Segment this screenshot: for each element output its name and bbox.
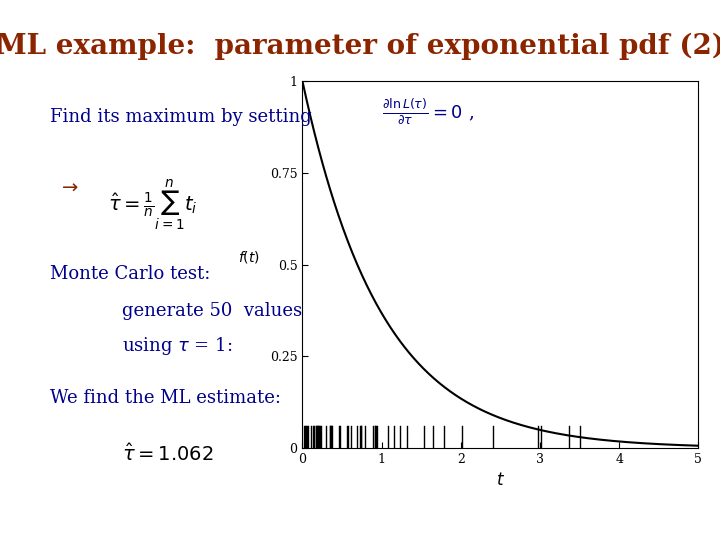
- Text: Monte Carlo test:: Monte Carlo test:: [50, 265, 211, 282]
- Text: Find its maximum by setting: Find its maximum by setting: [50, 108, 312, 126]
- Y-axis label: $f(t)$: $f(t)$: [238, 248, 260, 265]
- Text: $\rightarrow$: $\rightarrow$: [58, 178, 78, 196]
- Text: ML example:  parameter of exponential pdf (2): ML example: parameter of exponential pdf…: [0, 32, 720, 60]
- X-axis label: $t$: $t$: [496, 471, 505, 489]
- Text: generate 50  values: generate 50 values: [122, 302, 302, 320]
- Text: using $\tau$ = 1:: using $\tau$ = 1:: [122, 335, 233, 357]
- Text: We find the ML estimate:: We find the ML estimate:: [50, 389, 282, 407]
- Text: $\frac{\partial \ln L(\tau)}{\partial \tau} = 0$ ,: $\frac{\partial \ln L(\tau)}{\partial \t…: [382, 97, 474, 126]
- Text: $\hat{\tau} = 1.062$: $\hat{\tau} = 1.062$: [122, 443, 214, 465]
- Text: $\hat{\tau} = \frac{1}{n}\sum_{i=1}^{n} t_i$: $\hat{\tau} = \frac{1}{n}\sum_{i=1}^{n} …: [108, 178, 197, 233]
